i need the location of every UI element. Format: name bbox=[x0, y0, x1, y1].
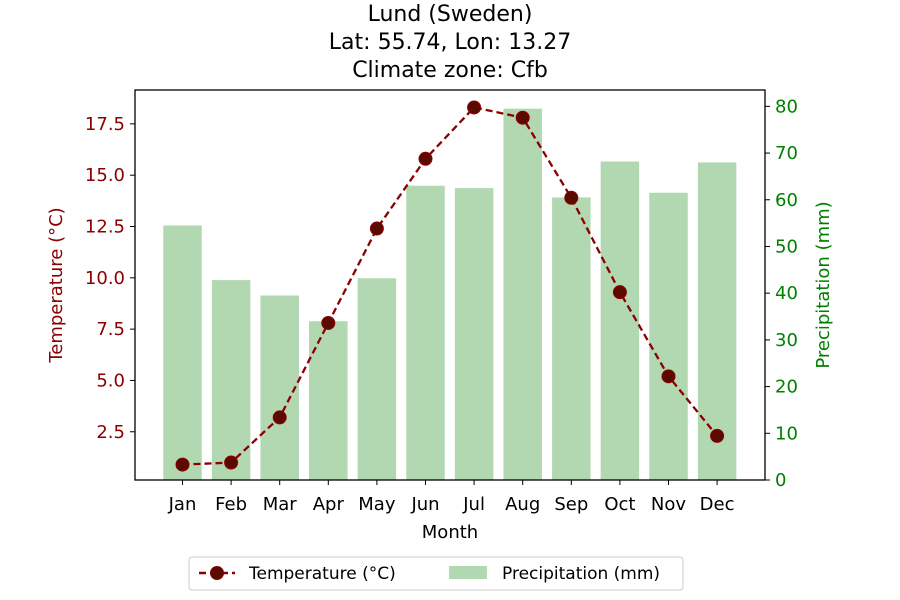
temperature-point-may bbox=[369, 221, 384, 236]
legend-temperature-label: Temperature (°C) bbox=[248, 564, 396, 584]
temperature-point-jul bbox=[467, 100, 482, 115]
legend-precipitation-swatch bbox=[449, 566, 487, 579]
temperature-line bbox=[182, 106, 718, 466]
temperature-point-oct bbox=[612, 285, 627, 300]
legend-temperature-marker bbox=[210, 566, 224, 580]
left-tick-label: 17.5 bbox=[85, 114, 125, 135]
temperature-point-dec bbox=[710, 428, 725, 443]
x-tick-label: May bbox=[358, 494, 396, 515]
precipitation-bar-jan bbox=[163, 225, 202, 480]
x-tick-label: Feb bbox=[215, 494, 247, 515]
precipitation-bar-feb bbox=[211, 280, 251, 480]
precipitation-bar-may bbox=[357, 278, 397, 480]
precipitation-bar-apr bbox=[309, 321, 348, 480]
chart-title-line-2: Lat: 55.74, Lon: 13.27 bbox=[329, 30, 571, 55]
precipitation-bar-nov bbox=[649, 192, 688, 480]
left-tick-label: 7.5 bbox=[96, 319, 125, 340]
temperature-axis: 2.5 5.0 7.5 10.0 12.5 15.0 17.5 bbox=[85, 114, 135, 443]
temperature-point-apr bbox=[321, 315, 336, 330]
precipitation-axis: 0 10 20 30 40 50 60 70 80 bbox=[765, 96, 798, 491]
precipitation-bar-aug bbox=[503, 108, 542, 481]
x-tick-label: Mar bbox=[263, 494, 298, 515]
right-tick-label: 50 bbox=[775, 236, 798, 257]
left-tick-label: 15.0 bbox=[85, 165, 125, 186]
left-tick-label: 2.5 bbox=[96, 422, 125, 443]
x-tick-label: Nov bbox=[651, 494, 686, 515]
precipitation-bars bbox=[163, 108, 737, 481]
x-tick-label: Jun bbox=[410, 494, 439, 515]
temperature-point-jan bbox=[175, 457, 190, 472]
temperature-series bbox=[175, 100, 725, 472]
legend-precipitation-label: Precipitation (mm) bbox=[502, 564, 660, 584]
month-axis: Jan Feb Mar Apr May Jun Jul Aug Sep Oct Nov Dec bbox=[168, 480, 735, 515]
chart-title-line-3: Climate zone: Cfb bbox=[352, 58, 548, 83]
precipitation-bar-dec bbox=[697, 162, 737, 480]
right-tick-label: 30 bbox=[775, 330, 798, 351]
chart-title: Lund (Sweden) Lat: 55.74, Lon: 13.27 Cli… bbox=[329, 2, 571, 83]
left-tick-label: 12.5 bbox=[85, 217, 125, 238]
right-tick-label: 60 bbox=[775, 190, 798, 211]
right-tick-label: 70 bbox=[775, 143, 798, 164]
temperature-point-mar bbox=[272, 410, 287, 425]
right-tick-label: 0 bbox=[775, 470, 786, 491]
precipitation-bar-oct bbox=[600, 161, 640, 481]
legend-frame bbox=[188, 556, 684, 591]
x-axis-label: Month bbox=[422, 522, 478, 543]
legend: Temperature (°C) Precipitation (mm) bbox=[188, 556, 684, 591]
precipitation-bar-jun bbox=[406, 185, 445, 480]
x-tick-label: Oct bbox=[604, 494, 635, 515]
right-tick-label: 20 bbox=[775, 377, 798, 398]
temperature-point-feb bbox=[224, 455, 239, 470]
right-tick-label: 10 bbox=[775, 423, 798, 444]
x-tick-label: Aug bbox=[505, 494, 540, 515]
plot-frame bbox=[134, 89, 766, 481]
precipitation-bar-sep bbox=[552, 197, 591, 480]
right-tick-label: 80 bbox=[775, 96, 798, 117]
x-tick-label: Apr bbox=[313, 494, 345, 515]
x-tick-label: Jan bbox=[168, 494, 197, 515]
temperature-point-sep bbox=[564, 190, 579, 205]
left-tick-label: 5.0 bbox=[96, 370, 125, 391]
left-axis-label: Temperature (°C) bbox=[46, 207, 67, 363]
x-tick-label: Sep bbox=[554, 494, 588, 515]
right-axis-label: Precipitation (mm) bbox=[813, 201, 834, 368]
precipitation-bar-jul bbox=[454, 188, 494, 480]
temperature-point-nov bbox=[661, 369, 676, 384]
x-tick-label: Dec bbox=[700, 494, 735, 515]
right-tick-label: 40 bbox=[775, 283, 798, 304]
temperature-point-jun bbox=[418, 151, 433, 166]
x-tick-label: Jul bbox=[462, 494, 485, 515]
precipitation-bar-mar bbox=[260, 295, 299, 480]
chart-title-line-1: Lund (Sweden) bbox=[368, 2, 533, 27]
left-tick-label: 10.0 bbox=[85, 268, 125, 289]
temperature-point-aug bbox=[515, 110, 530, 125]
